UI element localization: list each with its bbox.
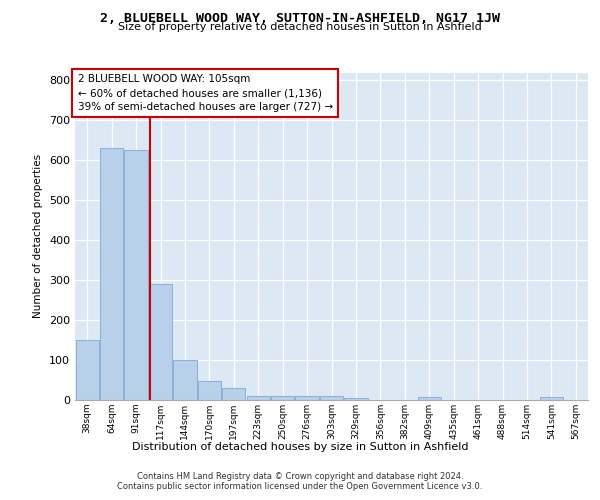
Text: Contains HM Land Registry data © Crown copyright and database right 2024.: Contains HM Land Registry data © Crown c… xyxy=(137,472,463,481)
Bar xyxy=(320,396,343,400)
Bar xyxy=(247,396,270,400)
Bar xyxy=(295,396,319,400)
Bar xyxy=(344,398,368,400)
Text: 2, BLUEBELL WOOD WAY, SUTTON-IN-ASHFIELD, NG17 1JW: 2, BLUEBELL WOOD WAY, SUTTON-IN-ASHFIELD… xyxy=(100,12,500,26)
Bar xyxy=(418,397,441,400)
Text: Contains public sector information licensed under the Open Government Licence v3: Contains public sector information licen… xyxy=(118,482,482,491)
Bar xyxy=(124,150,148,400)
Bar xyxy=(540,397,563,400)
Y-axis label: Number of detached properties: Number of detached properties xyxy=(34,154,43,318)
Text: 2 BLUEBELL WOOD WAY: 105sqm
← 60% of detached houses are smaller (1,136)
39% of : 2 BLUEBELL WOOD WAY: 105sqm ← 60% of det… xyxy=(77,74,332,112)
Bar xyxy=(222,388,245,400)
Bar xyxy=(173,360,197,400)
Bar xyxy=(149,284,172,400)
Bar xyxy=(100,148,123,400)
Text: Distribution of detached houses by size in Sutton in Ashfield: Distribution of detached houses by size … xyxy=(132,442,468,452)
Bar xyxy=(271,396,294,400)
Text: Size of property relative to detached houses in Sutton in Ashfield: Size of property relative to detached ho… xyxy=(118,22,482,32)
Bar xyxy=(198,381,221,400)
Bar xyxy=(76,340,99,400)
